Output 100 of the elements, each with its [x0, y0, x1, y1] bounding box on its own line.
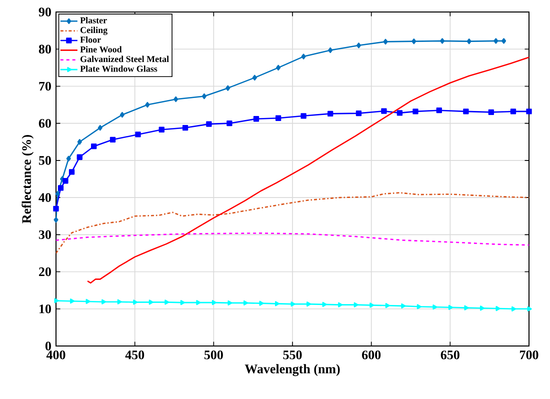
point: [180, 300, 185, 306]
legend-label: Pine Wood: [80, 46, 122, 52]
point: [98, 124, 102, 131]
point: [354, 302, 358, 308]
point: [68, 169, 75, 175]
point: [252, 74, 257, 81]
y-tick-label: 50: [38, 156, 51, 165]
point: [526, 108, 532, 114]
point: [306, 302, 312, 307]
point: [226, 120, 232, 126]
point: [396, 110, 403, 116]
legend-label: Plate Window Glass: [80, 65, 158, 72]
point: [401, 303, 406, 308]
point: [164, 300, 170, 305]
point: [102, 299, 106, 304]
point: [66, 156, 71, 162]
point: [290, 302, 296, 307]
point: [496, 306, 500, 312]
point: [226, 85, 230, 91]
point: [133, 300, 138, 305]
point: [86, 298, 90, 304]
point: [440, 38, 445, 44]
point: [243, 300, 248, 306]
point: [135, 132, 141, 138]
point: [464, 305, 469, 310]
point: [328, 110, 334, 117]
x-tick-label: 500: [204, 350, 223, 360]
point: [53, 206, 59, 212]
point: [501, 38, 506, 44]
y-tick-label: 70: [39, 82, 51, 91]
point: [480, 306, 485, 311]
line-series: [56, 232, 529, 246]
point: [110, 136, 116, 142]
legend-label: Ceiling: [80, 26, 108, 35]
point: [338, 302, 343, 308]
point: [228, 300, 232, 306]
point: [416, 304, 422, 310]
y-tick-label: 20: [39, 267, 51, 276]
y-tick-label: 10: [40, 304, 51, 314]
point: [58, 185, 64, 191]
x-tick-label: 700: [520, 350, 538, 360]
y-tick-label: 30: [38, 230, 51, 240]
point: [412, 38, 416, 44]
point: [145, 102, 150, 108]
line-series: [56, 192, 529, 254]
point: [412, 108, 418, 114]
point: [55, 191, 60, 197]
point: [202, 93, 206, 100]
legend-label: Plaster: [80, 17, 107, 24]
point: [158, 126, 164, 132]
y-tick-label: 40: [38, 193, 51, 202]
x-tick-label: 600: [362, 350, 381, 360]
y-tick-label: 60: [38, 118, 51, 128]
point: [448, 304, 454, 310]
point: [148, 300, 154, 305]
point: [91, 144, 97, 150]
point: [300, 113, 306, 119]
point: [70, 298, 75, 304]
legend-label: Floor: [80, 36, 101, 43]
point: [488, 109, 494, 116]
point: [76, 154, 82, 160]
point: [385, 303, 390, 308]
point: [259, 300, 264, 306]
point: [77, 139, 82, 145]
point: [301, 54, 306, 60]
point: [182, 124, 188, 131]
y-tick-label: 90: [38, 8, 51, 16]
point: [356, 110, 362, 116]
point: [466, 38, 472, 44]
point: [274, 301, 280, 306]
y-axis-title: Reflectance (%): [22, 134, 34, 224]
point: [436, 108, 442, 114]
point: [328, 47, 333, 54]
point: [383, 38, 388, 45]
point: [322, 302, 327, 307]
point: [196, 300, 201, 306]
point: [120, 112, 125, 118]
legend-label: Galvanized Steel Metal: [80, 56, 169, 62]
point: [511, 306, 516, 312]
x-axis-title: Wavelength (nm): [244, 364, 340, 376]
point: [356, 42, 362, 48]
point: [510, 108, 516, 114]
x-tick-label: 400: [46, 350, 66, 360]
y-tick-label: 0: [45, 342, 51, 350]
point: [206, 121, 212, 127]
x-tick-label: 550: [283, 350, 302, 360]
point: [212, 300, 217, 306]
point: [527, 306, 532, 312]
x-tick-label: 450: [125, 350, 144, 360]
point: [54, 298, 59, 304]
point: [463, 108, 469, 114]
point: [370, 302, 374, 308]
point: [117, 299, 122, 304]
point: [276, 64, 281, 71]
point: [275, 115, 282, 121]
x-tick-label: 650: [440, 350, 460, 360]
point: [62, 178, 68, 184]
point: [381, 108, 387, 114]
point: [174, 96, 178, 102]
point: [494, 38, 498, 44]
